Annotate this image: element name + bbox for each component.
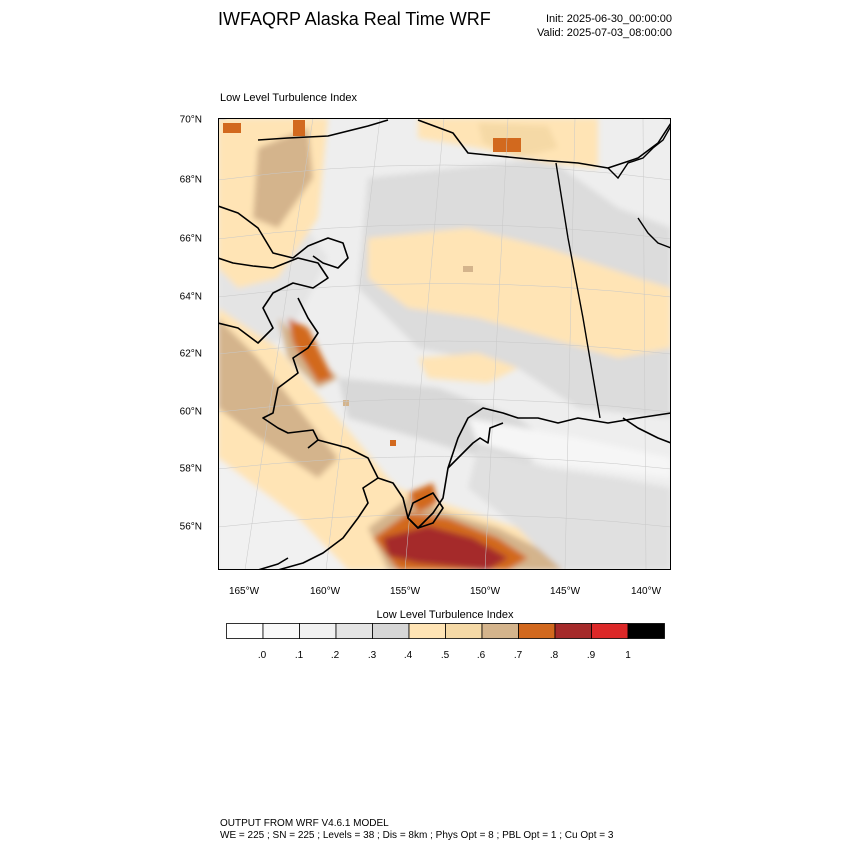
turbulence-map (218, 118, 671, 570)
colorbar-swatch (481, 623, 519, 639)
coastlines (218, 119, 671, 570)
colorbar-swatch (372, 623, 410, 639)
colorbar-label: .9 (586, 650, 596, 661)
lon-label: 145°W (549, 586, 581, 597)
colorbar-label: .7 (513, 650, 523, 661)
colorbar-swatch (262, 623, 300, 639)
colorbar-label: 1 (625, 650, 631, 661)
canada-coastline (607, 125, 671, 249)
lon-label: 155°W (389, 586, 421, 597)
lat-label: 70°N (179, 114, 202, 126)
colorbar-swatch (335, 623, 373, 639)
lat-label: 60°N (179, 406, 202, 418)
colorbar-label: .5 (440, 650, 450, 661)
colorbar-label: .3 (367, 650, 377, 661)
valid-time: Valid: 2025-07-03_08:00:00 (537, 27, 672, 39)
colorbar-swatch (627, 623, 665, 639)
colorbar-label: .6 (476, 650, 486, 661)
lat-label: 62°N (179, 348, 202, 360)
colorbar-swatch (408, 623, 446, 639)
model-info-line-2: WE = 225 ; SN = 225 ; Levels = 38 ; Dis … (220, 830, 614, 841)
colorbar-swatch (554, 623, 592, 639)
colorbar-label: .8 (549, 650, 559, 661)
lat-label: 64°N (179, 291, 202, 303)
turbulence-field (218, 118, 671, 570)
colorbar-label: .2 (330, 650, 340, 661)
colorbar-title: Low Level Turbulence Index (376, 609, 514, 621)
lon-label: 165°W (228, 586, 260, 597)
colorbar-swatch (226, 623, 264, 639)
colorbar (226, 623, 665, 639)
colorbar-swatch (591, 623, 629, 639)
model-info-line-1: OUTPUT FROM WRF V4.6.1 MODEL (220, 818, 389, 829)
lon-label: 160°W (309, 586, 341, 597)
map-border (218, 118, 671, 570)
colorbar-swatch (299, 623, 337, 639)
lat-label: 56°N (179, 521, 202, 533)
init-time: Init: 2025-06-30_00:00:00 (546, 13, 672, 25)
lon-label: 150°W (469, 586, 501, 597)
lat-label: 68°N (179, 174, 202, 186)
main-title: IWFAQRP Alaska Real Time WRF (218, 9, 491, 29)
map-title: Low Level Turbulence Index (220, 92, 357, 104)
lat-label: 58°N (179, 463, 202, 475)
graticule (218, 118, 671, 570)
colorbar-swatch (445, 623, 483, 639)
lat-label: 66°N (179, 233, 202, 245)
colorbar-label: .1 (294, 650, 304, 661)
colorbar-swatch (518, 623, 556, 639)
lon-label: 140°W (630, 586, 662, 597)
colorbar-label: .4 (403, 650, 413, 661)
colorbar-label: .0 (257, 650, 267, 661)
